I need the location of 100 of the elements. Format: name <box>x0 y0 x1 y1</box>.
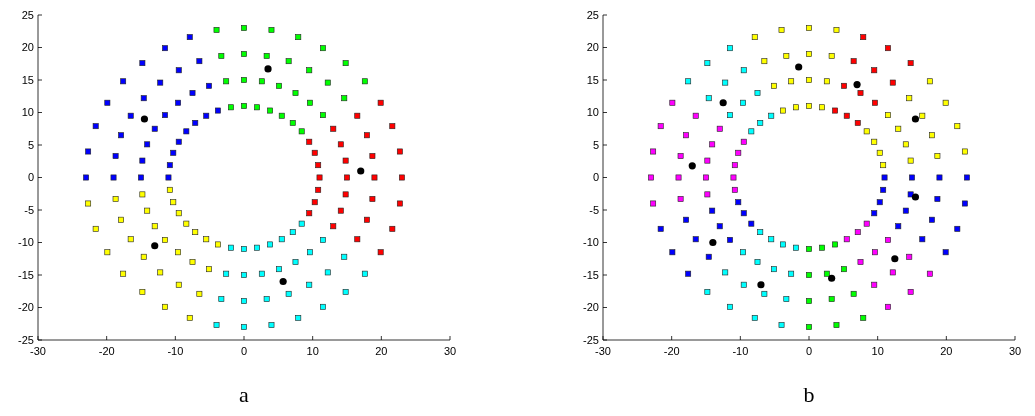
point <box>110 174 117 181</box>
point <box>151 242 159 250</box>
point <box>703 174 709 181</box>
point <box>942 249 949 256</box>
point <box>954 123 961 130</box>
point <box>819 244 825 251</box>
point <box>213 322 220 328</box>
point <box>315 162 322 169</box>
point <box>964 174 970 181</box>
point <box>307 99 313 106</box>
point <box>175 249 181 256</box>
point <box>307 249 313 256</box>
point <box>311 149 318 156</box>
point <box>806 298 812 304</box>
point <box>906 253 913 260</box>
point <box>166 186 173 193</box>
point <box>151 125 158 132</box>
x-tick-label: 20 <box>375 345 388 357</box>
point <box>828 296 835 302</box>
point <box>267 107 273 114</box>
point <box>871 210 878 217</box>
point <box>206 266 212 273</box>
point <box>806 77 812 83</box>
point <box>828 274 836 282</box>
point <box>705 95 712 102</box>
point <box>139 289 146 295</box>
point <box>306 281 313 288</box>
point <box>206 82 212 89</box>
point <box>688 162 696 170</box>
point <box>342 191 349 198</box>
point <box>783 53 790 59</box>
point <box>863 128 870 135</box>
point <box>361 270 368 277</box>
point <box>731 186 738 193</box>
point <box>254 244 260 251</box>
point <box>289 120 296 126</box>
point <box>704 289 711 295</box>
y-tick-label: 0 <box>592 171 599 184</box>
point <box>716 125 723 132</box>
point <box>806 324 812 330</box>
y-tick-label: 10 <box>586 106 599 119</box>
point <box>175 281 182 288</box>
point <box>876 199 883 206</box>
point <box>885 237 891 243</box>
point <box>369 196 376 202</box>
point <box>364 132 370 139</box>
point <box>175 138 182 145</box>
point <box>907 60 914 66</box>
point <box>833 27 840 33</box>
point <box>754 259 761 265</box>
point <box>112 196 119 202</box>
y-tick-label: -5 <box>589 203 599 216</box>
point <box>895 223 902 230</box>
point <box>295 34 302 40</box>
y-tick-label: -25 <box>583 333 599 346</box>
point <box>324 269 331 276</box>
point <box>843 236 850 243</box>
point <box>144 207 151 214</box>
point <box>192 229 199 235</box>
point <box>692 236 699 243</box>
point <box>298 128 305 135</box>
point <box>705 253 712 260</box>
point <box>942 99 949 106</box>
point <box>354 236 361 243</box>
point <box>871 138 878 145</box>
point <box>832 241 838 248</box>
point <box>330 125 337 132</box>
point <box>215 107 221 114</box>
point <box>936 174 943 181</box>
point <box>650 200 657 207</box>
point <box>389 225 396 232</box>
point <box>175 67 182 74</box>
point <box>863 220 870 227</box>
point <box>254 104 260 111</box>
point <box>267 241 273 248</box>
point <box>361 78 368 85</box>
point <box>104 249 111 256</box>
point <box>170 149 177 156</box>
point <box>241 272 247 278</box>
point <box>919 236 926 243</box>
point <box>793 104 799 111</box>
point <box>906 95 913 102</box>
point <box>889 79 896 86</box>
point <box>778 322 785 328</box>
point <box>857 90 864 96</box>
point <box>929 216 935 223</box>
point <box>727 45 733 52</box>
point <box>677 153 684 159</box>
y-tick-label: 5 <box>27 138 34 151</box>
point <box>704 60 711 66</box>
point <box>92 123 99 130</box>
point <box>757 281 765 289</box>
point <box>268 322 275 328</box>
point <box>83 174 89 181</box>
point <box>278 112 285 119</box>
point <box>788 270 795 277</box>
point <box>342 157 349 164</box>
point <box>828 53 835 59</box>
x-tick-label: -10 <box>167 345 184 357</box>
point <box>183 220 190 227</box>
